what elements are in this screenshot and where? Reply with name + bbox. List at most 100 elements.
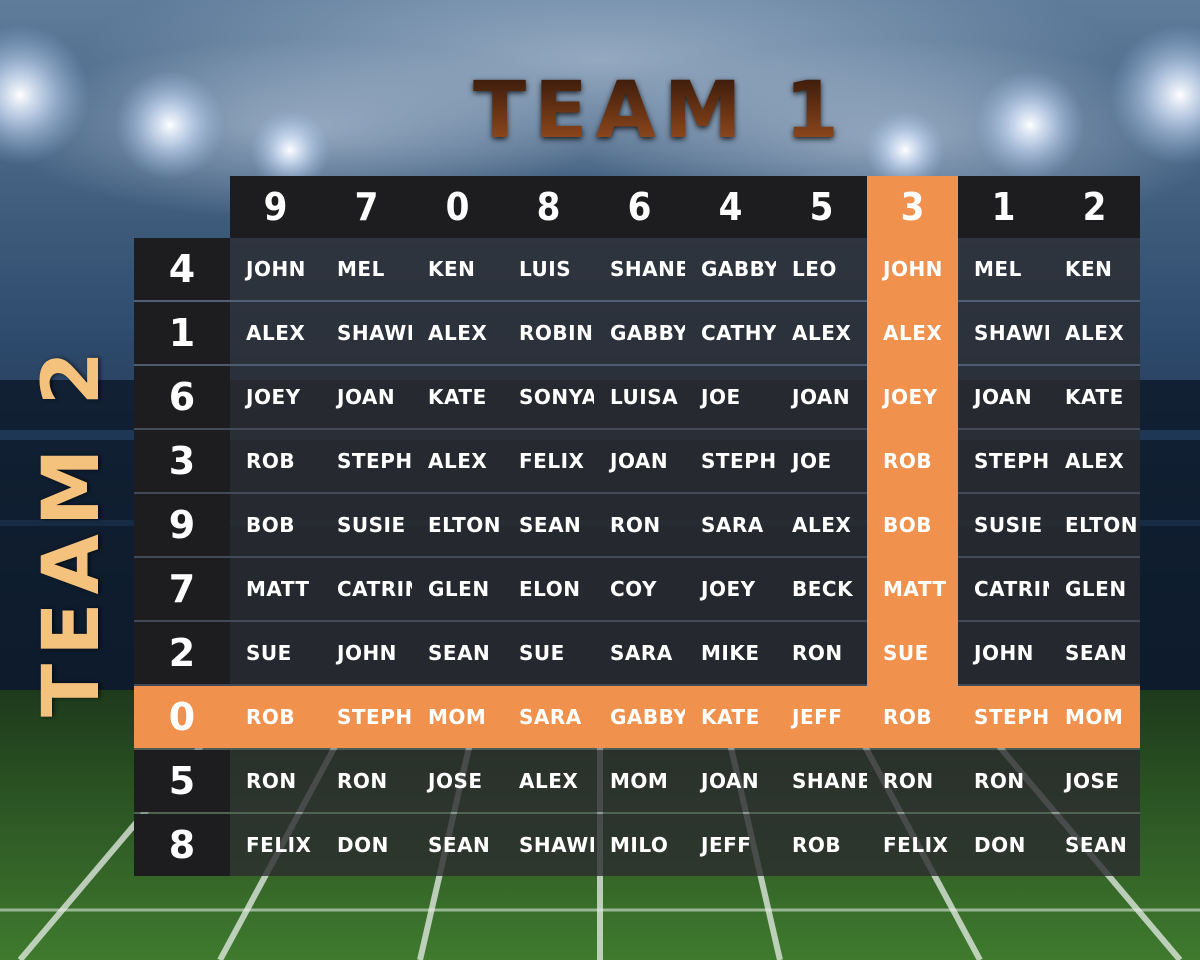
grid-cell[interactable]: JOSE xyxy=(428,769,483,793)
grid-cell[interactable]: BECK xyxy=(792,577,854,601)
grid-cell[interactable]: JOAN xyxy=(701,769,760,793)
grid-cell[interactable]: ALEX xyxy=(867,302,958,364)
grid-cell[interactable]: ALEX xyxy=(792,513,852,537)
grid-cell[interactable]: JOEY xyxy=(701,577,756,601)
grid-cell[interactable]: GLEN xyxy=(1065,577,1127,601)
grid-cell[interactable]: ALEX xyxy=(1065,321,1125,345)
grid-cell[interactable]: JOSE xyxy=(1065,769,1120,793)
grid-cell[interactable]: MOM xyxy=(1065,705,1124,729)
grid-cell[interactable]: MOM xyxy=(610,769,669,793)
grid-cell[interactable]: JEFF xyxy=(792,705,843,729)
grid-cell[interactable]: LUISA xyxy=(610,385,679,409)
grid-cell[interactable]: SEAN xyxy=(428,641,491,665)
grid-cell[interactable]: DON xyxy=(337,833,389,857)
grid-cell[interactable]: COY xyxy=(610,577,657,601)
grid-cell[interactable]: SARA xyxy=(610,641,673,665)
grid-cell[interactable]: MATT xyxy=(246,577,310,601)
grid-cell[interactable]: SEAN xyxy=(1065,641,1128,665)
grid-cell[interactable]: SHAWN xyxy=(519,833,594,857)
grid-cell[interactable]: SEAN xyxy=(519,513,582,537)
grid-cell[interactable]: STEPH xyxy=(974,449,1049,473)
grid-cell[interactable]: JOHN xyxy=(337,641,397,665)
grid-cell[interactable]: STEPH xyxy=(701,449,776,473)
grid-cell[interactable]: JOEY xyxy=(867,366,958,428)
grid-cell[interactable]: RON xyxy=(610,513,661,537)
grid-cell[interactable]: ELON xyxy=(519,577,581,601)
grid-cell[interactable]: SUSIE xyxy=(974,513,1043,537)
grid-cell[interactable]: RON xyxy=(337,769,388,793)
grid-cell[interactable]: ROB xyxy=(792,833,842,857)
grid-cell[interactable]: GABBY xyxy=(610,705,685,729)
grid-cell[interactable]: ALEX xyxy=(519,769,579,793)
grid-cell[interactable]: CATHY xyxy=(701,321,776,345)
grid-cell[interactable]: FELIX xyxy=(519,449,585,473)
grid-cell[interactable]: KATE xyxy=(428,385,487,409)
grid-cell[interactable]: GABBY xyxy=(701,257,776,281)
grid-cell[interactable]: MOM xyxy=(428,705,487,729)
grid-cell[interactable]: MILO xyxy=(610,833,669,857)
grid-cell[interactable]: JOE xyxy=(792,449,832,473)
grid-cell[interactable]: JOHN xyxy=(867,238,958,300)
grid-cell[interactable]: GABBY xyxy=(610,321,685,345)
grid-cell[interactable]: DON xyxy=(974,833,1026,857)
grid-cell[interactable]: ELTON xyxy=(1065,513,1138,537)
grid-cell[interactable]: JEFF xyxy=(701,833,752,857)
grid-cell[interactable]: JOE xyxy=(701,385,741,409)
grid-cell[interactable]: ROBIN xyxy=(519,321,594,345)
grid-cell[interactable]: RON xyxy=(974,769,1025,793)
grid-cell[interactable]: MEL xyxy=(974,257,1022,281)
grid-cell[interactable]: MIKE xyxy=(701,641,760,665)
grid-cell[interactable]: RON xyxy=(883,769,934,793)
grid-cell[interactable]: LEO xyxy=(792,257,837,281)
grid-cell[interactable]: ALEX xyxy=(246,321,306,345)
grid-cell[interactable]: MEL xyxy=(337,257,385,281)
grid-cell[interactable]: SHANE xyxy=(610,257,685,281)
grid-cell[interactable]: CATRIN xyxy=(974,577,1049,601)
grid-cell[interactable]: SUE xyxy=(519,641,565,665)
grid-cell[interactable]: ELTON xyxy=(428,513,501,537)
grid-cell[interactable]: KEN xyxy=(428,257,476,281)
grid-cell[interactable]: SHAWN xyxy=(337,321,412,345)
grid-cell[interactable]: SUE xyxy=(867,622,958,684)
grid-cell[interactable]: SUE xyxy=(246,641,292,665)
grid-cell[interactable]: JOAN xyxy=(610,449,669,473)
grid-cell[interactable]: STEPH xyxy=(974,705,1049,729)
grid-cell[interactable]: JOAN xyxy=(974,385,1033,409)
grid-cell[interactable]: ROB xyxy=(246,449,296,473)
grid-cell[interactable]: ROB xyxy=(246,705,296,729)
grid-cell[interactable]: KATE xyxy=(701,705,760,729)
grid-cell[interactable]: ALEX xyxy=(792,321,852,345)
grid-cell[interactable]: JOAN xyxy=(792,385,851,409)
grid-cell[interactable]: MATT xyxy=(867,558,958,620)
grid-cell[interactable]: JOAN xyxy=(337,385,396,409)
grid-cell[interactable]: SARA xyxy=(701,513,764,537)
grid-cell[interactable]: KEN xyxy=(1065,257,1113,281)
grid-cell[interactable]: CATRIN xyxy=(337,577,412,601)
grid-cell[interactable]: RON xyxy=(246,769,297,793)
grid-cell[interactable]: STEPH xyxy=(337,705,412,729)
grid-cell[interactable]: SARA xyxy=(519,705,582,729)
grid-cell[interactable]: FELIX xyxy=(246,833,312,857)
grid-cell[interactable]: SHANE xyxy=(792,769,867,793)
grid-cell[interactable]: ALEX xyxy=(1065,449,1125,473)
grid-cell[interactable]: RON xyxy=(792,641,843,665)
grid-cell[interactable]: SHAWN xyxy=(974,321,1049,345)
grid-cell[interactable]: GLEN xyxy=(428,577,490,601)
grid-cell[interactable]: BOB xyxy=(867,494,958,556)
grid-cell[interactable]: FELIX xyxy=(883,833,949,857)
grid-cell[interactable]: ALEX xyxy=(428,449,488,473)
grid-cell[interactable]: JOHN xyxy=(246,257,306,281)
grid-cell[interactable]: SUSIE xyxy=(337,513,406,537)
grid-cell[interactable]: SEAN xyxy=(1065,833,1128,857)
grid-cell[interactable]: BOB xyxy=(246,513,295,537)
grid-cell[interactable]: SEAN xyxy=(428,833,491,857)
grid-cell[interactable]: ROB xyxy=(867,430,958,492)
grid-cell[interactable]: SONYA xyxy=(519,385,594,409)
grid-cell[interactable]: JOEY xyxy=(246,385,301,409)
grid-cell[interactable]: ROB xyxy=(867,686,958,748)
grid-cell[interactable]: STEPH xyxy=(337,449,412,473)
grid-cell[interactable]: LUIS xyxy=(519,257,572,281)
grid-cell[interactable]: KATE xyxy=(1065,385,1124,409)
grid-cell[interactable]: ALEX xyxy=(428,321,488,345)
grid-cell[interactable]: JOHN xyxy=(974,641,1034,665)
